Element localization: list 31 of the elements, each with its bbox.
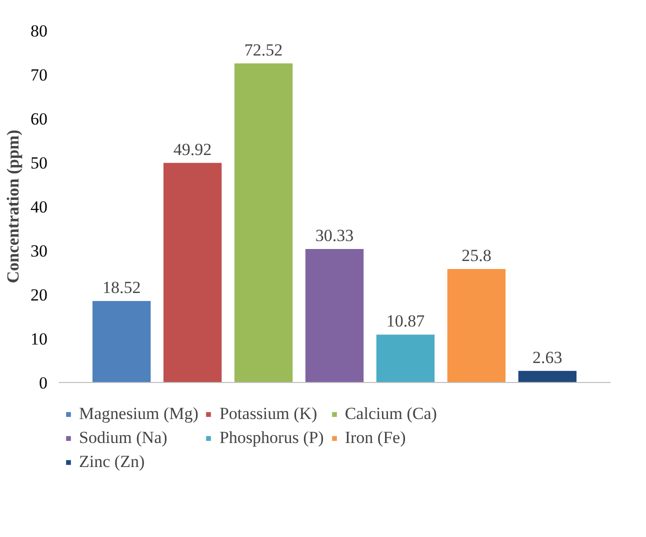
bar: [376, 334, 435, 382]
y-tick-label: 0: [39, 374, 48, 392]
y-tick-label: 30: [30, 242, 48, 260]
bar: [305, 249, 364, 382]
legend-label: Zinc (Zn): [79, 452, 145, 472]
bar: [447, 268, 506, 382]
y-axis-title: Concentration (ppm): [4, 130, 22, 284]
data-label: 2.63: [532, 348, 562, 367]
legend-label: Magnesium (Mg): [79, 404, 198, 424]
legend-label: Sodium (Na): [79, 428, 168, 448]
data-label: 30.33: [315, 226, 354, 246]
y-tick-label: 50: [30, 154, 48, 172]
y-tick-label: 10: [30, 330, 48, 348]
data-label: 49.92: [173, 140, 212, 159]
data-label: 25.8: [462, 246, 492, 265]
y-tick-label: 20: [30, 286, 48, 304]
legend-label: Calcium (Ca): [344, 404, 437, 424]
data-label: 18.52: [102, 278, 141, 298]
bar: [163, 162, 222, 382]
data-label: 72.52: [244, 40, 283, 60]
legend-label: Potassium (K): [219, 404, 318, 424]
bar: [92, 301, 151, 382]
y-tick-label: 80: [30, 22, 48, 40]
y-tick-label: 60: [30, 110, 48, 128]
legend-label: Iron (Fe): [344, 428, 406, 448]
data-label: 10.87: [386, 312, 426, 331]
legend-label: Phosphorus (P): [219, 428, 324, 448]
bar: [234, 63, 293, 382]
bar: [518, 370, 577, 382]
y-tick-label: 70: [30, 66, 48, 84]
y-tick-label: 40: [30, 198, 48, 216]
